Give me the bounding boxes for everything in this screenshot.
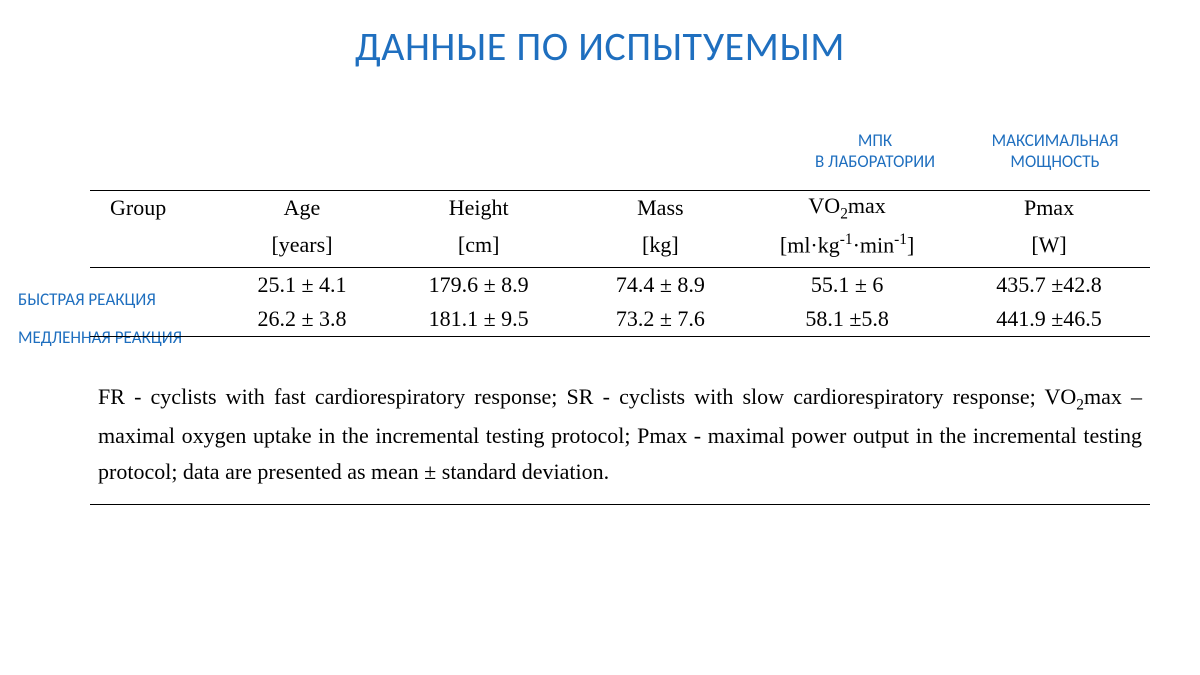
annot-mpk-l1: МПК bbox=[858, 130, 892, 151]
table-units: [years] [cm] [kg] [ml·kg-1·min-1] [W] bbox=[90, 227, 1150, 267]
u-group bbox=[90, 227, 221, 267]
cell-age-0: 25.1 ± 4.1 bbox=[221, 267, 383, 302]
cell-pmax-1: 441.9 ±46.5 bbox=[948, 302, 1150, 337]
hdr-vo2max: VO2max bbox=[746, 191, 948, 228]
cell-mass-0: 74.4 ± 8.9 bbox=[575, 267, 747, 302]
hdr-height: Height bbox=[383, 191, 575, 228]
annot-pmax-l1: МАКСИМАЛЬНАЯ bbox=[992, 130, 1119, 151]
cell-height-1: 181.1 ± 9.5 bbox=[383, 302, 575, 337]
table-footnote: FR - cyclists with fast cardiorespirator… bbox=[90, 373, 1150, 505]
u-mass: [kg] bbox=[575, 227, 747, 267]
cell-height-0: 179.6 ± 8.9 bbox=[383, 267, 575, 302]
cell-age-1: 26.2 ± 3.8 bbox=[221, 302, 383, 337]
u-pmax: [W] bbox=[948, 227, 1150, 267]
annot-pmax: МАКСИМАЛЬНАЯ МОЩНОСТЬ bbox=[960, 130, 1150, 173]
cell-vo2-1: 58.1 ±5.8 bbox=[746, 302, 948, 337]
table-header: Group Age Height Mass VO2max Pmax bbox=[90, 191, 1150, 228]
cell-mass-1: 73.2 ± 7.6 bbox=[575, 302, 747, 337]
cell-pmax-0: 435.7 ±42.8 bbox=[948, 267, 1150, 302]
slide: ДАННЫЕ ПО ИСПЫТУЕМЫМ МПК В ЛАБОРАТОРИИ М… bbox=[0, 0, 1200, 675]
hdr-group: Group bbox=[90, 191, 221, 228]
annot-mpk: МПК В ЛАБОРАТОРИИ bbox=[790, 130, 960, 173]
hdr-mass: Mass bbox=[575, 191, 747, 228]
cell-group-1 bbox=[90, 302, 221, 337]
page-title: ДАННЫЕ ПО ИСПЫТУЕМЫМ bbox=[0, 0, 1200, 71]
annot-mpk-l2: В ЛАБОРАТОРИИ bbox=[815, 151, 935, 172]
cell-group-0 bbox=[90, 267, 221, 302]
u-vo2: [ml·kg-1·min-1] bbox=[746, 227, 948, 267]
u-height: [cm] bbox=[383, 227, 575, 267]
footnote-pre: FR - cyclists with fast cardiorespirator… bbox=[98, 384, 1076, 409]
hdr-pmax: Pmax bbox=[948, 191, 1150, 228]
u-age: [years] bbox=[221, 227, 383, 267]
table-row: 25.1 ± 4.1 179.6 ± 8.9 74.4 ± 8.9 55.1 ±… bbox=[90, 267, 1150, 302]
data-table: Group Age Height Mass VO2max Pmax [years… bbox=[90, 190, 1150, 337]
table-row: 26.2 ± 3.8 181.1 ± 9.5 73.2 ± 7.6 58.1 ±… bbox=[90, 302, 1150, 337]
annot-pmax-l2: МОЩНОСТЬ bbox=[1010, 151, 1099, 172]
hdr-age: Age bbox=[221, 191, 383, 228]
cell-vo2-0: 55.1 ± 6 bbox=[746, 267, 948, 302]
